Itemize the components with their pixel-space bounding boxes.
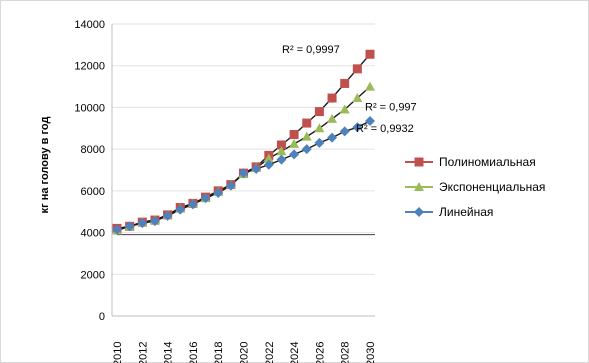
data-point	[314, 137, 325, 148]
legend-label: Линейная	[439, 205, 493, 219]
x-tick-label: 2010	[112, 342, 124, 363]
x-tick-label: 2024	[289, 342, 301, 363]
y-tick-label: 12000	[74, 61, 105, 73]
data-point	[340, 78, 350, 88]
data-point	[162, 210, 173, 221]
x-tick-label: 2018	[213, 342, 225, 363]
data-point	[213, 187, 224, 198]
data-point	[149, 216, 160, 227]
data-point	[112, 224, 122, 235]
legend-marker	[414, 182, 424, 191]
y-tick-label: 14000	[74, 19, 105, 31]
data-point	[352, 122, 363, 133]
x-tick-label: 2022	[264, 342, 276, 363]
data-point	[263, 153, 274, 163]
data-point	[289, 149, 300, 160]
x-tick-label: 2020	[239, 342, 251, 363]
data-point	[365, 49, 375, 59]
data-point	[200, 193, 211, 204]
legend-marker	[414, 157, 424, 167]
data-point	[276, 146, 287, 156]
r-squared-label: R² = 0,997	[365, 102, 417, 114]
legend-label: Экспоненциальная	[439, 180, 545, 194]
data-point	[187, 199, 198, 210]
data-point	[301, 131, 312, 141]
gridlines	[112, 23, 375, 275]
y-tick-label: 8000	[81, 144, 105, 156]
data-point	[365, 115, 375, 126]
data-point	[327, 132, 338, 143]
y-axis-label: кг на голову в год	[39, 117, 51, 214]
x-tick-label: 2016	[188, 342, 200, 363]
x-tick-label: 2030	[365, 342, 377, 363]
data-point	[225, 180, 236, 191]
data-point	[175, 204, 186, 215]
legend-label: Полиномиальная	[439, 155, 536, 169]
series-diamond	[112, 115, 375, 235]
x-tick-label: 2026	[314, 342, 326, 363]
y-tick-label: 0	[99, 311, 105, 323]
axes: 0 2000 4000 6000 8000 10000 12000 14000 2010 2012…	[74, 19, 377, 363]
x-tick-label: 2014	[163, 342, 175, 363]
data-point	[137, 218, 148, 229]
data-point	[124, 221, 135, 232]
data-point	[314, 123, 325, 133]
data-point	[339, 126, 350, 137]
y-tick-label: 2000	[81, 269, 105, 281]
r-squared-label: R² = 0,9932	[356, 123, 414, 135]
data-point	[276, 140, 286, 150]
annotations: R² = 0,9997 R² = 0,997 R² = 0,9932	[282, 44, 417, 135]
data-point	[352, 93, 363, 103]
data-point	[289, 138, 300, 148]
data-point	[327, 93, 337, 103]
y-tick-label: 4000	[81, 228, 105, 240]
legend: Полиномиальная Экспоненциальная Линейная	[405, 155, 545, 219]
data-point	[263, 159, 274, 170]
data-point	[365, 81, 375, 91]
data-point	[301, 144, 312, 155]
data-point	[251, 163, 262, 174]
data-point	[314, 107, 324, 117]
data-point	[238, 168, 249, 179]
data-point	[327, 113, 338, 123]
series-layer	[112, 49, 375, 235]
r-squared-label: R² = 0,9997	[282, 44, 340, 56]
y-tick-label: 6000	[81, 186, 105, 198]
data-point	[302, 118, 312, 128]
data-point	[276, 154, 287, 165]
legend-marker	[414, 207, 424, 217]
data-point	[339, 104, 350, 114]
data-point	[352, 64, 362, 74]
y-tick-label: 10000	[74, 102, 105, 114]
data-point	[289, 130, 299, 140]
x-tick-label: 2028	[340, 342, 352, 363]
x-tick-label: 2012	[137, 342, 149, 363]
